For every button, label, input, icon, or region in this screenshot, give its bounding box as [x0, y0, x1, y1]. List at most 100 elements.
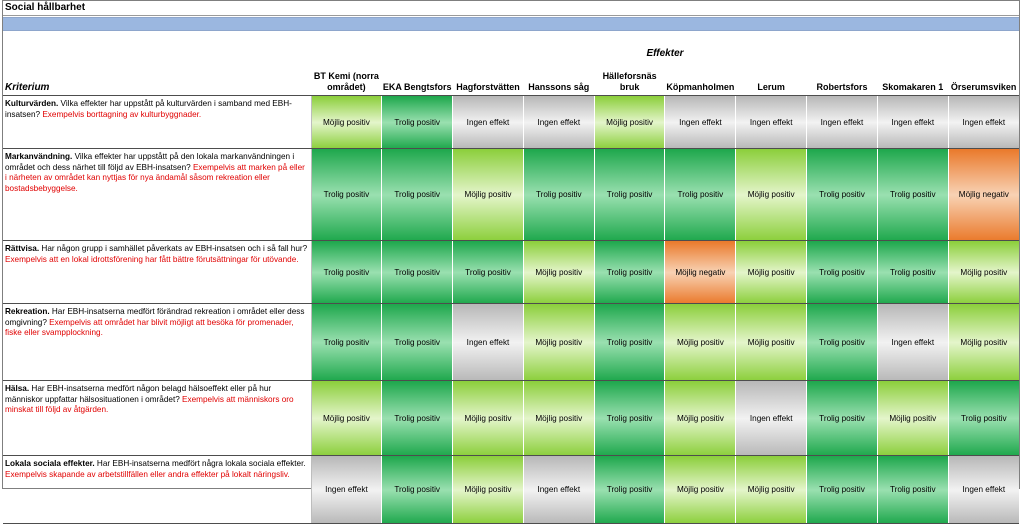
effect-cell: Möjlig positiv — [947, 240, 1019, 304]
criterion-cell: Rekreation. Har EBH-insatserna medfört f… — [3, 303, 312, 381]
effect-cell: Möjlig positiv — [664, 303, 736, 381]
criterion-name: Kulturvärden. — [5, 99, 59, 108]
effect-cell: Trolig positiv — [593, 455, 665, 524]
column-header: Örserumsviken — [948, 63, 1019, 96]
effect-cell: Möjlig positiv — [593, 95, 665, 149]
criterion-question: Har EBH-insatserna medfört någon belagd … — [5, 384, 272, 404]
effect-cell: Ingen effekt — [735, 380, 807, 456]
table-row: Markanvändning. Vilka effekter har uppst… — [3, 148, 1019, 241]
effect-cell: Trolig positiv — [876, 148, 949, 241]
effect-cell: Trolig positiv — [806, 148, 878, 241]
effect-cell: Trolig positiv — [664, 148, 736, 241]
effect-cell: Trolig positiv — [806, 240, 878, 304]
effect-cell: Ingen effekt — [806, 95, 878, 149]
column-header: Hagforstvätten — [452, 63, 524, 96]
effect-cell: Trolig positiv — [806, 303, 878, 381]
effect-cell: Trolig positiv — [310, 240, 382, 304]
criterion-name: Lokala sociala effekter. — [5, 459, 95, 468]
effect-cell: Möjlig positiv — [452, 455, 524, 524]
effect-cell: Möjlig positiv — [310, 95, 382, 149]
effect-cell: Ingen effekt — [452, 95, 524, 149]
effect-cell: Trolig positiv — [593, 240, 665, 304]
column-header: Hälleforsnäs bruk — [594, 63, 665, 96]
effect-cell: Ingen effekt — [522, 95, 595, 149]
column-header: Köpmanholmen — [664, 63, 736, 96]
effect-cell: Trolig positiv — [310, 303, 382, 381]
effect-cell: Ingen effekt — [876, 303, 949, 381]
effect-cell: Trolig positiv — [522, 148, 595, 241]
criterion-cell: Rättvisa. Har någon grupp i samhället på… — [3, 240, 312, 304]
criterion-name: Markanvändning. — [5, 152, 73, 161]
criterion-question: Har EBH-insatserna medfört några lokala … — [94, 459, 306, 468]
effect-cell: Ingen effekt — [947, 95, 1019, 149]
effect-cell: Möjlig positiv — [522, 380, 595, 456]
effect-cell: Trolig positiv — [381, 240, 453, 304]
effect-cell: Möjlig positiv — [522, 303, 595, 381]
table-row: Kulturvärden. Vilka effekter har uppståt… — [3, 95, 1019, 149]
effect-cell: Möjlig positiv — [735, 240, 807, 304]
column-header: BT Kemi (norra området) — [311, 63, 382, 96]
effect-cell: Möjlig positiv — [735, 455, 807, 524]
criterion-cell: Lokala sociala effekter. Har EBH-insatse… — [3, 455, 312, 524]
criterion-example: Exempelvis att marken på eller i närhete… — [5, 162, 305, 193]
column-header: Skomakaren 1 — [877, 63, 949, 96]
criterion-cell: Hälsa. Har EBH-insatserna medfört någon … — [3, 380, 312, 456]
table-row: Rekreation. Har EBH-insatserna medfört f… — [3, 303, 1019, 381]
effect-cell: Möjlig positiv — [310, 380, 382, 456]
effect-cell: Ingen effekt — [947, 455, 1019, 524]
effect-cell: Trolig positiv — [381, 303, 453, 381]
effect-cell: Trolig positiv — [452, 240, 524, 304]
effekter-header: Effekter — [646, 48, 684, 59]
effect-cell: Möjlig positiv — [452, 380, 524, 456]
effect-cell: Ingen effekt — [452, 303, 524, 381]
effect-cell: Möjlig positiv — [947, 303, 1019, 381]
effect-cell: Ingen effekt — [664, 95, 736, 149]
table-row: Hälsa. Har EBH-insatserna medfört någon … — [3, 380, 1019, 456]
criterion-cell: Kulturvärden. Vilka effekter har uppståt… — [3, 95, 312, 149]
criterion-question: Vilka effekter har uppstått på den lokal… — [5, 152, 295, 172]
criterion-name: Rättvisa. — [5, 244, 40, 253]
effect-cell: Trolig positiv — [381, 148, 453, 241]
effect-cell: Ingen effekt — [876, 95, 949, 149]
effect-cell: Ingen effekt — [310, 455, 382, 524]
effect-cell: Möjlig positiv — [664, 380, 736, 456]
effect-cell: Trolig positiv — [381, 380, 453, 456]
effect-cell: Ingen effekt — [522, 455, 595, 524]
criterion-example: Exempelvis att människors oro minskat ti… — [5, 394, 294, 415]
effect-cell: Möjlig positiv — [664, 455, 736, 524]
effect-cell: Möjlig positiv — [522, 240, 595, 304]
effect-cell: Trolig positiv — [381, 455, 453, 524]
criterion-cell: Markanvändning. Vilka effekter har uppst… — [3, 148, 312, 241]
criterion-question: Vilka effekter har uppstått på kulturvär… — [5, 99, 292, 119]
sheet-title: Social hållbarhet — [3, 1, 1019, 16]
effect-cell: Möjlig positiv — [452, 148, 524, 241]
header-band — [3, 17, 1019, 31]
column-header: Lerum — [735, 63, 807, 96]
effects-table: Effekter Kriterium BT Kemi (norra område… — [3, 47, 1019, 524]
table-row: Rättvisa. Har någon grupp i samhället på… — [3, 240, 1019, 304]
effect-cell: Möjlig negativ — [664, 240, 736, 304]
criterion-name: Hälsa. — [5, 384, 30, 393]
effect-cell: Ingen effekt — [735, 95, 807, 149]
criterion-example: Exempelvis att området har blivit möjlig… — [5, 317, 294, 338]
criterion-question: Har någon grupp i samhället påverkats av… — [39, 244, 308, 253]
effect-cell: Möjlig positiv — [735, 148, 807, 241]
column-header: Robertsfors — [806, 63, 878, 96]
effect-cell: Trolig positiv — [876, 455, 949, 524]
criterion-name: Rekreation. — [5, 307, 50, 316]
effect-cell: Trolig positiv — [310, 148, 382, 241]
effect-cell: Trolig positiv — [593, 303, 665, 381]
criterion-example: Exempelvis borttagning av kulturbyggnade… — [40, 109, 202, 119]
effect-cell: Trolig positiv — [947, 380, 1019, 456]
effect-cell: Möjlig negativ — [947, 148, 1019, 241]
criterion-example: Exempelvis skapande av arbetstillfällen … — [5, 469, 290, 479]
criterion-question: Har EBH-insatserna medfört förändrad rek… — [5, 307, 305, 327]
kriterium-header: Kriterium — [3, 63, 311, 96]
effect-cell: Trolig positiv — [806, 455, 878, 524]
table-row: Lokala sociala effekter. Har EBH-insatse… — [3, 455, 1019, 524]
effect-cell: Trolig positiv — [593, 380, 665, 456]
criterion-example: Exempelvis att en lokal idrottsförening … — [5, 254, 299, 264]
effect-cell: Trolig positiv — [876, 240, 949, 304]
column-header: EKA Bengtsfors — [381, 63, 453, 96]
column-header: Hanssons såg — [523, 63, 595, 96]
